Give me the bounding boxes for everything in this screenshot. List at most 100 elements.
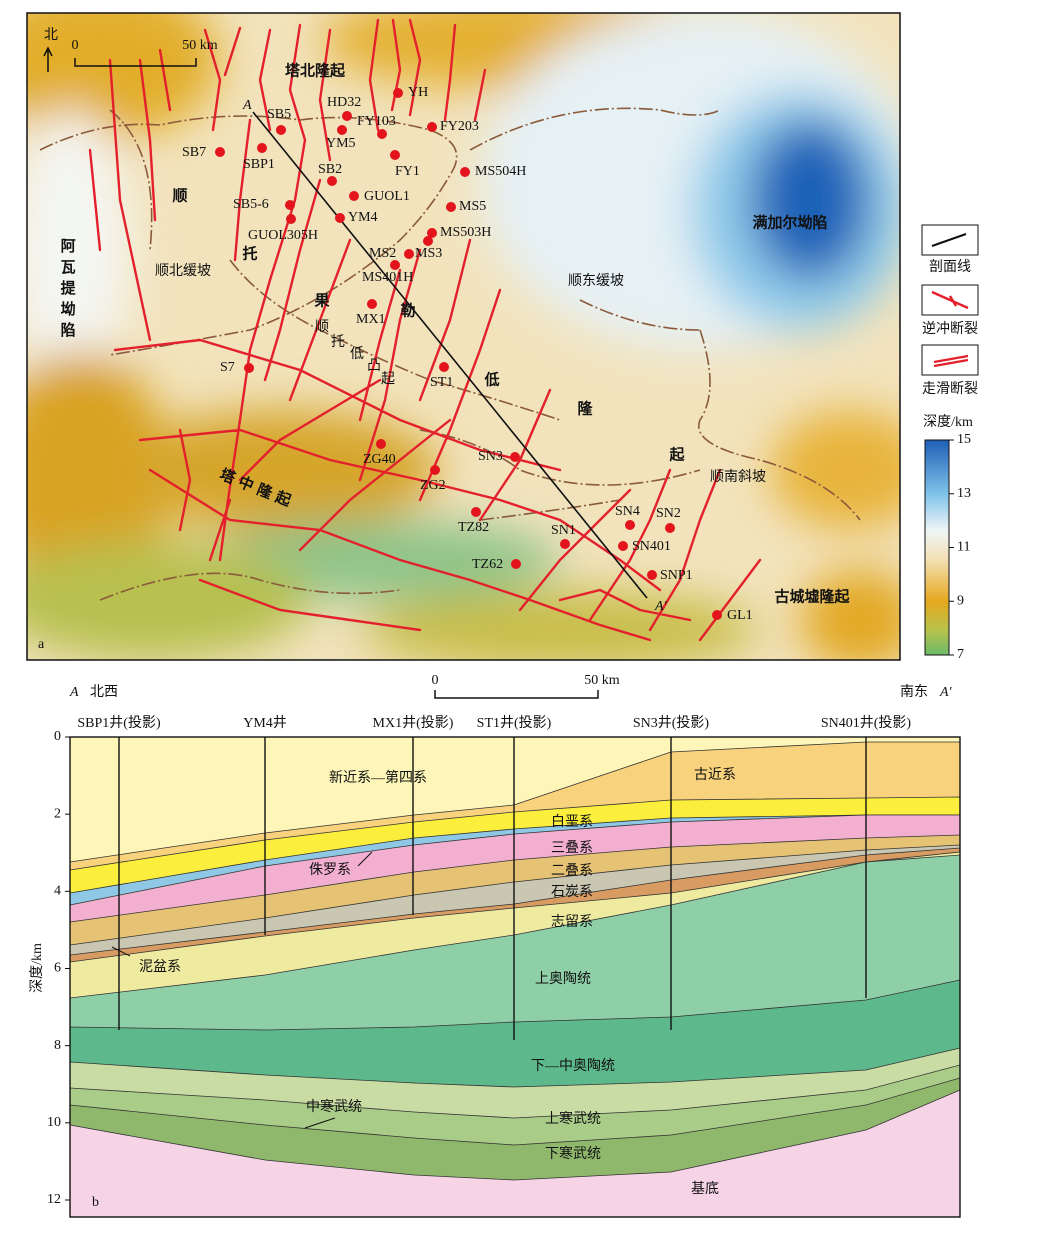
well-dot [376,439,386,449]
region-char: 低 [350,346,364,362]
region-char: 顺 [172,187,187,204]
well-label: SN2 [656,506,681,521]
depth-tick-label: 4 [54,884,61,899]
region-label: 塔北隆起 [285,61,346,79]
well-dot [510,452,520,462]
well-dot [367,299,377,309]
well-label: MS2 [369,246,396,261]
well-header: SN401井(投影) [821,715,912,731]
well-label: MS503H [440,225,491,240]
cross-section: SBP1井(投影) YM4井 MX1井(投影) ST1井(投影) SN3井(投影) SN4… [47,715,961,1218]
map-scale-label: 50 km [182,38,218,53]
well-dot [560,539,570,549]
well-label: SN1 [551,523,576,538]
region-label: 顺北缓坡 [155,263,211,279]
well-dot [712,610,722,620]
layer-label: 侏罗系 [309,862,351,878]
well-label: GL1 [727,608,753,623]
leader-lines [111,851,373,1129]
faults [88,18,762,642]
depth-tick-label: 8 [54,1038,61,1053]
well-dot [439,362,449,372]
layer-label: 古近系 [694,767,736,783]
well-dot [215,147,225,157]
region-label: 顺南斜坡 [710,469,766,485]
well-label: SB5-6 [233,197,269,212]
well-label: SBP1 [243,157,275,172]
section-right-letter: A′ [939,685,953,700]
region-char: 托 [242,244,257,262]
region-char: 凸 [367,359,381,374]
map-scale-zero: 0 [72,38,79,53]
depth-shading [27,13,900,660]
section-scale-label: 50 km [584,673,620,688]
depth-tick-label: 6 [54,961,61,976]
well-dot [471,507,481,517]
well-label: TZ62 [472,557,503,572]
layer-label: 上寒武统 [545,1110,601,1127]
well-label: S7 [220,360,235,375]
map-frame [26,12,901,661]
well-label: GUOL305H [248,228,318,243]
section-right-dir: 南东 [900,684,928,700]
legend-thrust [931,290,969,310]
section-end: A′ [654,599,668,614]
well-label: ZG40 [363,452,396,467]
well-dot [337,125,347,135]
colorbar-tick-label: 11 [957,540,970,555]
well-dot [427,122,437,132]
well-label: SB2 [318,162,342,177]
region-char: 勒 [400,301,415,319]
well-dot [390,150,400,160]
well-dot [327,176,337,186]
well-label: SB7 [182,145,206,160]
well-label: MS5 [459,199,486,214]
layer-label: 二叠系 [551,863,593,879]
depth-tick-label: 12 [47,1192,61,1207]
colorbar-tick-label: 7 [957,647,964,662]
well-dot [377,129,387,139]
well-label: YH [408,85,428,100]
shade [750,120,870,280]
well-dot [276,125,286,135]
layer-label: 石炭系 [551,884,593,900]
section-left-letter: A [69,685,79,700]
well-header: ST1井(投影) [477,715,552,731]
well-dot [423,236,433,246]
section-frame [69,736,961,1218]
well-label: SN3 [478,449,503,464]
well-label: YM4 [348,210,378,225]
layer-label: 中寒武统 [306,1098,362,1115]
well-label: FY103 [357,114,396,129]
well-label: MS504H [475,164,526,179]
legend-label: 剖面线 [929,259,971,275]
well-label: FY1 [395,164,420,179]
legend-label: 走滑断裂 [922,380,978,397]
well-header: SBP1井(投影) [77,715,161,731]
well-dot [430,465,440,475]
well-dot [286,214,296,224]
well-label: ZG2 [420,478,446,493]
legend-title: 深度/km [923,414,973,430]
well-label: TZ82 [458,520,489,535]
region-char: 顺 [315,319,329,335]
well-dot [665,523,675,533]
region-label: 满加尔坳陷 [752,213,827,231]
legend-label: 逆冲断裂 [922,321,978,337]
well-label: MX1 [356,312,386,327]
section-line [252,111,648,599]
well-dot [342,111,352,121]
well-dot [404,249,414,259]
well-label: GUOL1 [364,189,410,204]
well-dot [349,191,359,201]
well-label: YM5 [326,136,356,151]
colorbar [924,439,950,656]
region-char: 起 [381,371,395,387]
layer-label: 白垩系 [551,814,593,830]
layer-label: 泥盆系 [139,959,181,975]
layer-label: 下—中奥陶统 [531,1057,615,1074]
depth-tick-label: 10 [47,1115,61,1130]
well-label: FY203 [440,119,479,134]
well-header: SN3井(投影) [633,715,710,731]
